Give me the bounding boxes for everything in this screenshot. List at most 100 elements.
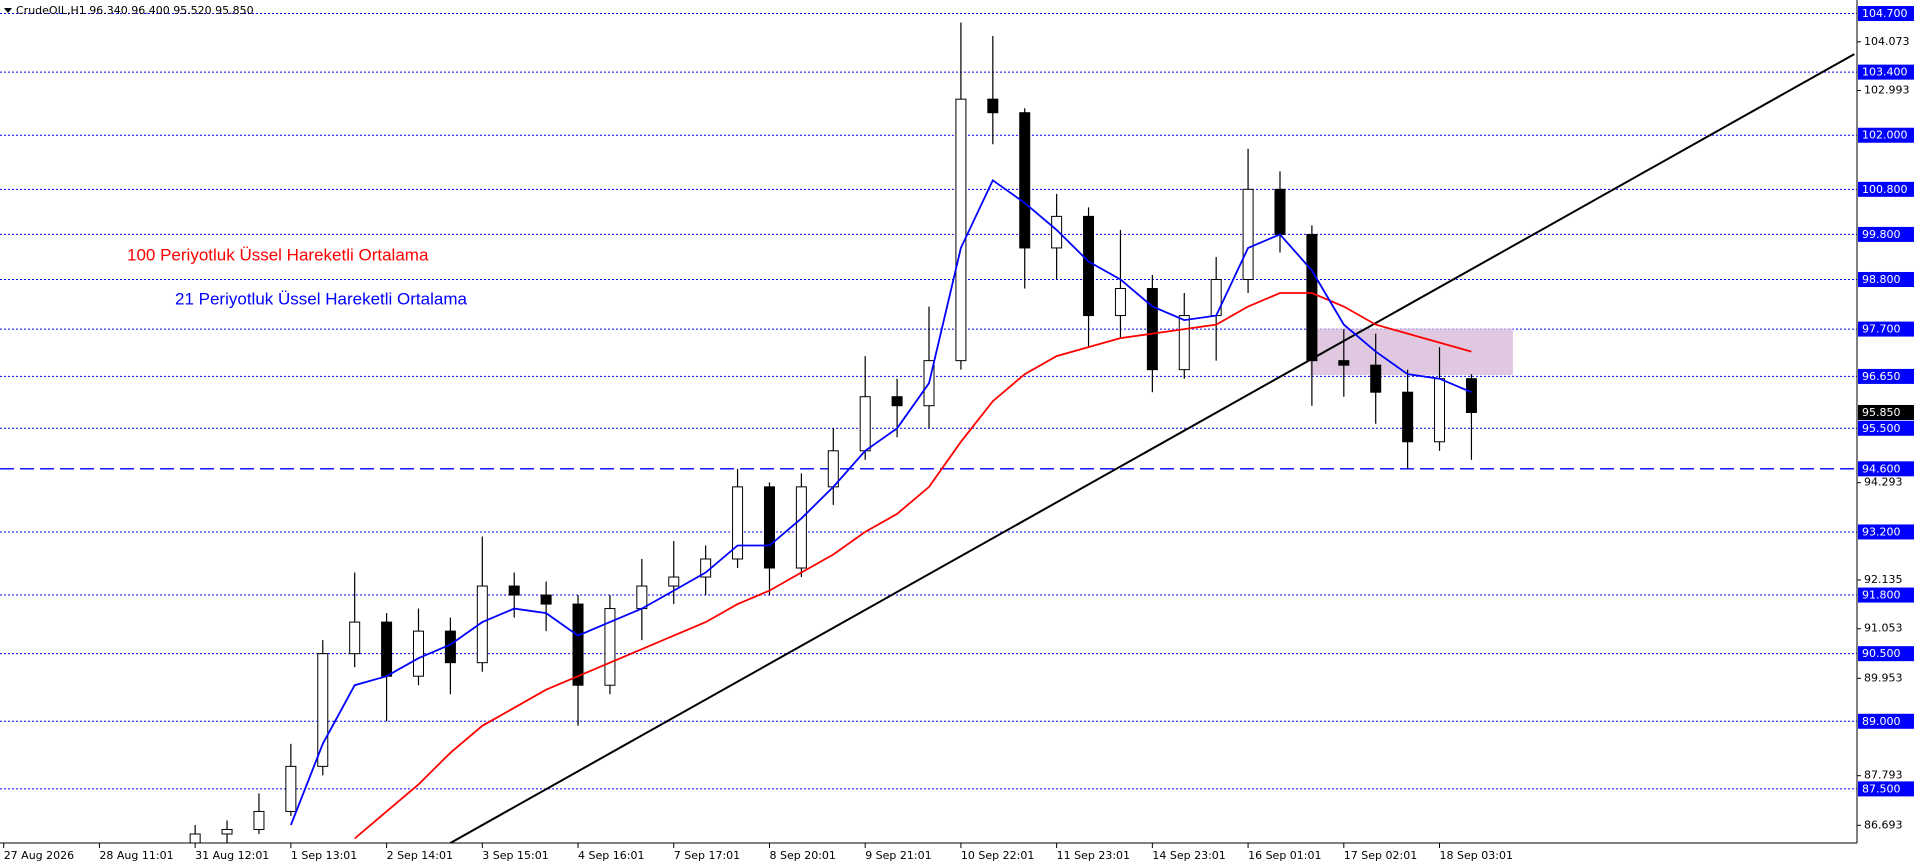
level-label-box [1858, 226, 1914, 242]
candle-body [1242, 188, 1254, 280]
x-tick-label: 8 Sep 20:01 [769, 849, 835, 862]
candle-body [1370, 364, 1382, 393]
ema-line [290, 178, 1472, 826]
candle-body [987, 98, 999, 114]
level-label: 98.800 [1862, 273, 1901, 286]
level-label-box [1858, 713, 1914, 729]
candle-body [827, 450, 839, 488]
candle-body [1178, 315, 1190, 371]
level-label: 91.800 [1862, 589, 1901, 602]
level-label: 102.000 [1862, 129, 1908, 142]
y-tick-label: 91.053 [1864, 622, 1903, 635]
level-label-box [1858, 127, 1914, 143]
candle-body [285, 765, 297, 812]
x-tick-label: 9 Sep 21:01 [865, 849, 931, 862]
y-tick-label: 92.135 [1864, 573, 1903, 586]
candle-body [1338, 360, 1350, 366]
level-label-box [1858, 646, 1914, 662]
candle-body [540, 594, 552, 605]
candle-body [795, 486, 807, 569]
x-tick-label: 2 Sep 14:01 [387, 849, 453, 862]
candle-body [317, 653, 329, 767]
level-label-box [1858, 587, 1914, 603]
candle-body [859, 396, 871, 452]
candle-body [253, 810, 265, 830]
level-label: 89.000 [1862, 715, 1901, 728]
x-tick-label: 11 Sep 23:01 [1057, 849, 1130, 862]
x-tick-label: 7 Sep 17:01 [674, 849, 740, 862]
last-price-label: 95.850 [1862, 406, 1901, 419]
x-tick-label: 1 Sep 13:01 [291, 849, 357, 862]
x-tick-label: 18 Sep 03:01 [1440, 849, 1513, 862]
candle-body [1306, 233, 1318, 362]
level-label: 97.700 [1862, 323, 1901, 336]
level-label: 100.800 [1862, 183, 1908, 196]
y-tick-label: 94.293 [1864, 476, 1903, 489]
level-label-box [1858, 524, 1914, 540]
candle-body [221, 828, 233, 835]
legend-entry: 100 Periyotluk Üssel Hareketli Ortalama [127, 245, 429, 264]
candle-body [1434, 378, 1446, 443]
level-label-box [1858, 321, 1914, 337]
candle-body [572, 603, 584, 686]
x-tick-label: 10 Sep 22:01 [961, 849, 1034, 862]
x-tick-label: 16 Sep 01:01 [1248, 849, 1321, 862]
level-label-box [1858, 781, 1914, 797]
candle-body [891, 396, 903, 407]
candle-body [763, 486, 775, 569]
x-tick-label: 27 Aug 2026 [4, 849, 74, 862]
candle-body [349, 621, 361, 655]
candle-body [1402, 391, 1414, 443]
x-tick-label: 17 Sep 02:01 [1344, 849, 1417, 862]
candle-body [1146, 288, 1158, 371]
x-tick-label: 14 Sep 23:01 [1152, 849, 1225, 862]
level-label-box [1858, 271, 1914, 287]
y-tick-label: 87.793 [1864, 769, 1903, 782]
trendline [449, 53, 1855, 843]
candle-body [476, 585, 488, 664]
candle-body [1114, 288, 1126, 317]
candle-body [1051, 215, 1063, 249]
level-label: 95.500 [1862, 422, 1901, 435]
candle-body [604, 608, 616, 686]
x-tick-label: 31 Aug 12:01 [195, 849, 269, 862]
last-price-box [1858, 404, 1914, 420]
candle-body [1274, 188, 1286, 235]
x-tick-label: 28 Aug 11:01 [99, 849, 173, 862]
legend-entry: 21 Periyotluk Üssel Hareketli Ortalama [175, 289, 467, 308]
level-label: 96.650 [1862, 370, 1901, 383]
x-tick-label: 4 Sep 16:01 [578, 849, 644, 862]
candle-body [189, 833, 201, 843]
candle-body [636, 585, 648, 610]
chart-title: CrudeOIL,H1 96.340 96.400 95.520 95.850 [16, 4, 254, 17]
level-label-box [1858, 6, 1914, 22]
y-tick-label: 86.693 [1864, 818, 1903, 831]
candle-body [668, 576, 680, 587]
candle-body [732, 486, 744, 560]
candle-body [1465, 378, 1477, 413]
x-tick-label: 3 Sep 15:01 [482, 849, 548, 862]
candle-body [412, 630, 424, 677]
level-label: 93.200 [1862, 525, 1901, 538]
level-label: 87.500 [1862, 782, 1901, 795]
candle-body [508, 585, 520, 596]
candle-body [1083, 215, 1095, 317]
level-label-box [1858, 64, 1914, 80]
y-tick-label: 89.953 [1864, 671, 1903, 684]
level-label-box [1858, 368, 1914, 384]
level-label-box [1858, 461, 1914, 477]
y-tick-label: 102.993 [1864, 83, 1910, 96]
level-label: 104.700 [1862, 7, 1908, 20]
level-label-box [1858, 181, 1914, 197]
candle-body [1019, 112, 1031, 249]
level-label: 99.800 [1862, 228, 1901, 241]
level-label: 103.400 [1862, 66, 1908, 79]
level-label: 94.600 [1862, 462, 1901, 475]
candle-body [955, 98, 967, 362]
candle-body [381, 621, 393, 677]
level-label-box [1858, 420, 1914, 436]
level-label: 90.500 [1862, 647, 1901, 660]
ema-line [354, 292, 1472, 840]
y-tick-label: 104.073 [1864, 35, 1910, 48]
